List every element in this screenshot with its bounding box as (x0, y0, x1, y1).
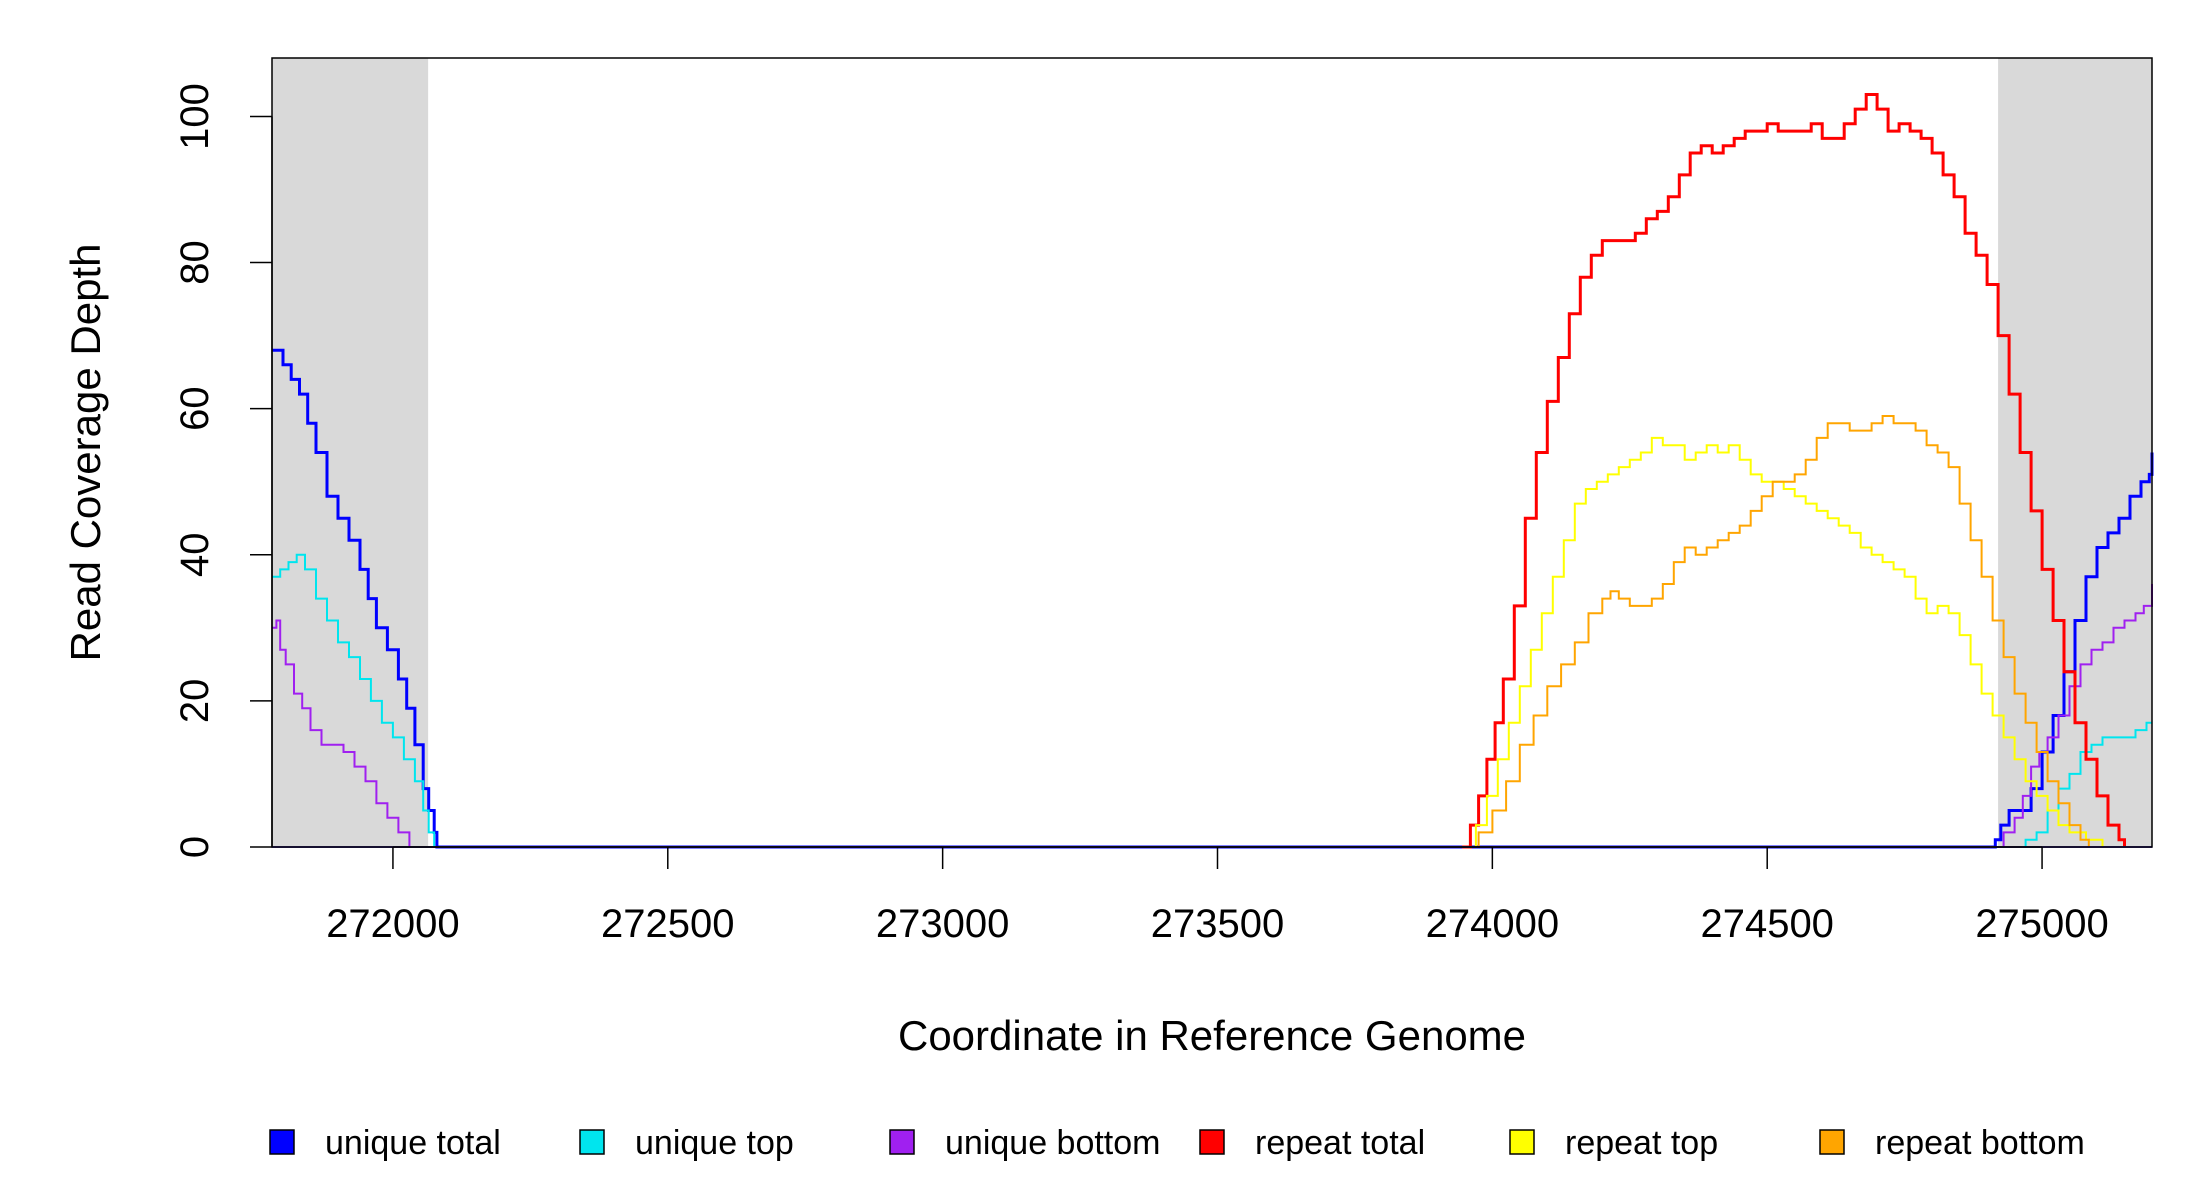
legend-label: unique top (635, 1124, 794, 1162)
x-tick-label: 272000 (326, 902, 459, 946)
x-tick-label: 273500 (1151, 902, 1284, 946)
series-repeat-top (1462, 436, 2104, 848)
x-tick-label: 274500 (1700, 902, 1833, 946)
y-axis-label: Read Coverage Depth (62, 244, 109, 662)
series-repeat-bottom (1464, 415, 2090, 848)
y-tick-label: 40 (173, 533, 217, 578)
legend-label: repeat total (1255, 1124, 1425, 1162)
legend-swatch (269, 1129, 295, 1155)
axes: 272000 272500 273000 273500 274000 274500 2750… (173, 83, 2109, 946)
legend-item-unique-bottom: unique bottom (889, 1124, 1161, 1162)
legend-label: unique bottom (945, 1124, 1161, 1162)
legend-swatch (579, 1129, 605, 1155)
legend: unique total unique top unique bottom repea… (269, 1124, 2085, 1162)
series-repeat-total (1462, 93, 2126, 849)
legend-label: unique total (325, 1124, 501, 1162)
legend-label: repeat bottom (1875, 1124, 2085, 1162)
legend-item-unique-total: unique total (269, 1124, 501, 1162)
legend-item-repeat-total: repeat total (1199, 1124, 1425, 1162)
shaded-region-1 (272, 58, 429, 847)
legend-label: repeat top (1565, 1124, 1718, 1162)
plot-frame (271, 57, 2153, 848)
series-unique-total (272, 348, 2154, 849)
legend-swatch (1199, 1129, 1225, 1155)
legend-swatch (1509, 1129, 1535, 1155)
y-tick-label: 0 (173, 836, 217, 858)
legend-item-unique-top: unique top (579, 1124, 794, 1162)
legend-item-repeat-bottom: repeat bottom (1819, 1124, 2085, 1162)
x-tick-label: 273000 (876, 902, 1009, 946)
y-tick-label: 100 (173, 83, 217, 150)
x-tick-label: 275000 (1975, 902, 2108, 946)
y-tick-label: 20 (173, 679, 217, 724)
x-tick-label: 272500 (601, 902, 734, 946)
x-axis-label: Coordinate in Reference Genome (898, 1012, 1526, 1059)
y-tick-label: 80 (173, 240, 217, 285)
x-tick-label: 274000 (1426, 902, 1559, 946)
legend-swatch (889, 1129, 915, 1155)
y-tick-label: 60 (173, 386, 217, 431)
series-unique-top (272, 553, 2152, 848)
shaded-regions (272, 58, 2152, 847)
series-unique-bottom (272, 584, 2153, 848)
legend-swatch (1819, 1129, 1845, 1155)
series-lines (272, 93, 2154, 849)
legend-item-repeat-top: repeat top (1509, 1124, 1718, 1162)
